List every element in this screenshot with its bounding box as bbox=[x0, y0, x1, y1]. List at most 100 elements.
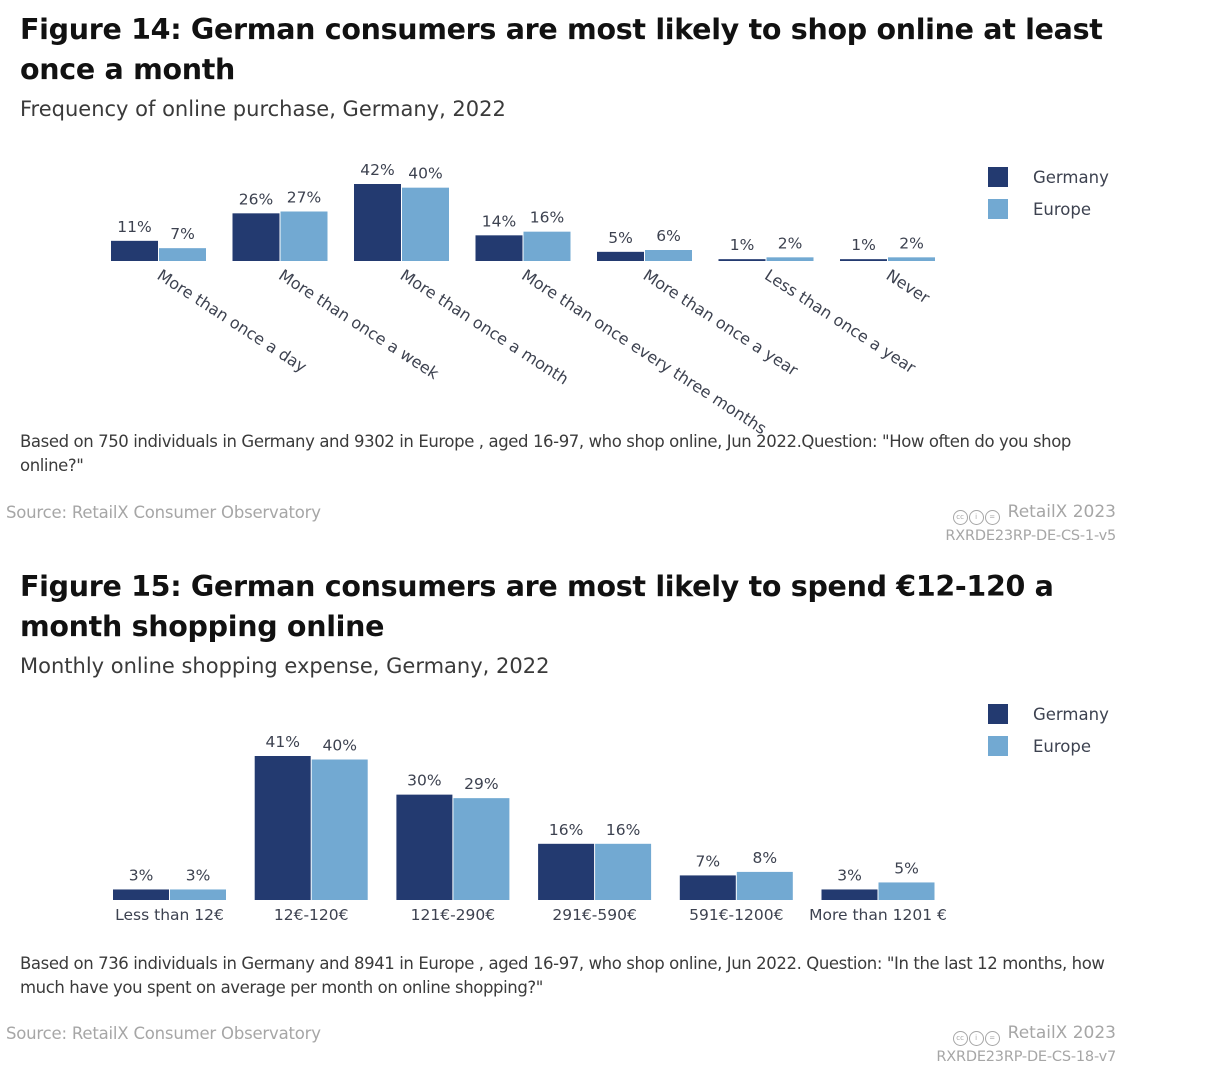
figure-title: Figure 14: German consumers are most lik… bbox=[20, 13, 1103, 86]
data-label: 7% bbox=[170, 225, 195, 243]
category-label: 12€-120€ bbox=[274, 906, 349, 924]
data-label: 30% bbox=[407, 772, 441, 790]
data-label: 16% bbox=[530, 209, 564, 227]
chart-legend: Germany Europe bbox=[988, 698, 1109, 762]
bar-europe bbox=[453, 798, 510, 900]
bar-europe bbox=[311, 759, 368, 900]
category-label: 591€-1200€ bbox=[689, 906, 783, 924]
legend-swatch-europe bbox=[988, 736, 1008, 756]
bar-germany bbox=[111, 240, 158, 261]
bar-europe bbox=[766, 257, 814, 261]
attribution-icon: i bbox=[968, 1031, 984, 1046]
data-label: 16% bbox=[606, 821, 640, 839]
data-label: 29% bbox=[464, 775, 498, 793]
brand-credit: cc i = RetailX 2023 bbox=[952, 502, 1116, 525]
data-label: 5% bbox=[608, 229, 633, 247]
category-label: More than once every three months bbox=[518, 265, 770, 438]
data-label: 11% bbox=[117, 218, 151, 236]
no-derivatives-icon: = bbox=[984, 510, 1000, 525]
legend-item-europe: Europe bbox=[988, 193, 1109, 225]
bar-group: 3% 5% More than 1201 € bbox=[809, 859, 947, 924]
chart-code: RXRDE23RP-DE-CS-1-v5 bbox=[945, 528, 1116, 544]
bar-europe bbox=[645, 250, 692, 261]
cc-icon: cc bbox=[952, 510, 968, 525]
data-label: 26% bbox=[239, 190, 273, 208]
category-label: 121€-290€ bbox=[411, 906, 496, 924]
bar-germany bbox=[597, 251, 644, 261]
data-label: 5% bbox=[894, 859, 919, 877]
legend-swatch-germany bbox=[988, 167, 1008, 187]
bar-group: 7% 8% 591€-1200€ bbox=[679, 849, 793, 924]
cc-icon: cc bbox=[952, 1031, 968, 1046]
legend-swatch-europe bbox=[988, 199, 1008, 219]
data-label: 8% bbox=[753, 849, 778, 867]
bar-europe bbox=[878, 882, 935, 900]
bar-europe bbox=[736, 871, 793, 900]
bar-germany bbox=[538, 843, 595, 900]
bar-europe bbox=[523, 231, 571, 261]
legend-item-germany: Germany bbox=[988, 698, 1109, 730]
bar-germany bbox=[113, 889, 169, 900]
bar-europe bbox=[280, 211, 328, 261]
bar-germany bbox=[232, 213, 280, 261]
license-icons: cc i = bbox=[952, 1031, 1000, 1046]
legend-label: Germany bbox=[1033, 704, 1109, 724]
legend-label: Europe bbox=[1033, 199, 1092, 219]
legend-label: Germany bbox=[1033, 167, 1109, 187]
figure-subtitle: Frequency of online purchase, Germany, 2… bbox=[20, 97, 506, 121]
bar-chart-monthly-expense: 3% 3% Less than 12€ 41% 40% 12€-120€ 30% 29% 121… bbox=[113, 733, 947, 924]
data-label: 16% bbox=[549, 821, 583, 839]
bar-group: 16% 16% 291€-590€ bbox=[538, 821, 652, 924]
bar-germany bbox=[679, 875, 736, 900]
bar-europe bbox=[159, 248, 206, 261]
data-label: 14% bbox=[482, 212, 516, 230]
bar-germany bbox=[840, 259, 887, 261]
data-label: 1% bbox=[851, 236, 876, 254]
bar-germany bbox=[475, 235, 523, 261]
chart-code: RXRDE23RP-DE-CS-18-v7 bbox=[936, 1049, 1116, 1065]
data-label: 3% bbox=[129, 866, 154, 884]
no-derivatives-icon: = bbox=[984, 1031, 1000, 1046]
license-icons: cc i = bbox=[952, 510, 1000, 525]
bar-germany bbox=[254, 756, 311, 900]
data-label: 41% bbox=[265, 733, 299, 751]
bar-group: 30% 29% 121€-290€ bbox=[396, 772, 510, 924]
brand-text: RetailX 2023 bbox=[1007, 502, 1116, 522]
bar-europe bbox=[595, 843, 652, 900]
category-label: 291€-590€ bbox=[552, 906, 637, 924]
data-label: 2% bbox=[778, 234, 803, 252]
figure-title: Figure 15: German consumers are most lik… bbox=[20, 570, 1054, 643]
bar-group: 11% 7%More than once a day bbox=[111, 218, 310, 376]
legend-item-europe: Europe bbox=[988, 730, 1109, 762]
category-label: Never bbox=[883, 265, 934, 307]
bar-germany bbox=[396, 794, 453, 900]
data-label: 3% bbox=[186, 866, 211, 884]
figure-note: Based on 736 individuals in Germany and … bbox=[20, 954, 1105, 997]
figure-15: Figure 15: German consumers are most lik… bbox=[0, 557, 1213, 1080]
data-label: 7% bbox=[696, 852, 721, 870]
data-label: 40% bbox=[408, 165, 442, 183]
data-label: 6% bbox=[656, 227, 681, 245]
brand-credit: cc i = RetailX 2023 bbox=[952, 1023, 1116, 1046]
bar-europe bbox=[402, 187, 449, 261]
bar-europe bbox=[888, 257, 935, 261]
data-label: 42% bbox=[360, 161, 394, 179]
brand-text: RetailX 2023 bbox=[1007, 1023, 1116, 1043]
chart-legend: Germany Europe bbox=[988, 161, 1109, 225]
category-label: Less than 12€ bbox=[115, 906, 224, 924]
bar-germany bbox=[718, 259, 766, 261]
attribution-icon: i bbox=[968, 510, 984, 525]
bar-europe bbox=[170, 889, 226, 900]
bar-group: 5% 6%More than once a year bbox=[597, 227, 802, 380]
data-label: 3% bbox=[837, 866, 862, 884]
bar-group: 41% 40% 12€-120€ bbox=[254, 733, 368, 924]
data-label: 1% bbox=[730, 236, 755, 254]
bar-group: 3% 3% Less than 12€ bbox=[113, 866, 226, 924]
source-text: Source: RetailX Consumer Observatory bbox=[6, 1024, 321, 1043]
category-label: More than 1201 € bbox=[809, 906, 947, 924]
bar-group: 1% 2% Never bbox=[840, 234, 935, 308]
legend-swatch-germany bbox=[988, 704, 1008, 724]
bar-group: 1% 2%Less than once a year bbox=[718, 234, 920, 377]
data-label: 27% bbox=[287, 189, 321, 207]
